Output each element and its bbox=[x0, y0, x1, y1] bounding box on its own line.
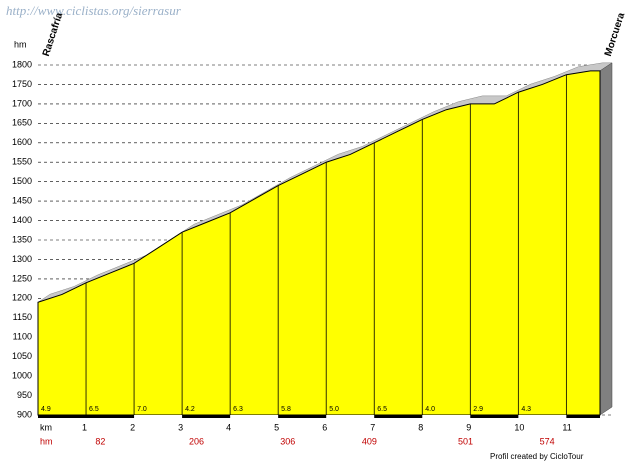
base-strip-segment bbox=[134, 415, 183, 418]
start-label: Rascafría bbox=[41, 11, 66, 58]
x-tick-label: 9 bbox=[466, 422, 471, 432]
climb-hm-label: 206 bbox=[189, 436, 204, 446]
y-tick-label: 950 bbox=[17, 390, 32, 400]
x-tick-label: 10 bbox=[514, 422, 524, 432]
climb-hm-label: 501 bbox=[458, 436, 473, 446]
gradient-label: 5.8 bbox=[281, 406, 291, 413]
y-tick-label: 1200 bbox=[12, 293, 32, 303]
gradient-label: 6.5 bbox=[89, 406, 99, 413]
x-tick-label: 4 bbox=[226, 422, 231, 432]
y-tick-label: 1750 bbox=[12, 79, 32, 89]
y-tick-label: 1300 bbox=[12, 254, 32, 264]
x-tick-label: 2 bbox=[130, 422, 135, 432]
y-tick-label: 1150 bbox=[13, 312, 32, 322]
base-strip bbox=[38, 415, 600, 418]
y-axis-label: hm bbox=[14, 39, 27, 49]
x-tick-label: 7 bbox=[370, 422, 375, 432]
gradient-label: 7.0 bbox=[137, 406, 147, 413]
y-tick-label: 1100 bbox=[13, 332, 32, 342]
gradient-label: 6.3 bbox=[233, 406, 243, 413]
url: http://www.ciclistas.org/sierrasur bbox=[6, 3, 182, 18]
y-tick-label: 1450 bbox=[12, 195, 32, 205]
x-tick-label: 11 bbox=[562, 422, 571, 432]
base-strip-segment bbox=[326, 415, 375, 418]
gradient-label: 2.9 bbox=[473, 406, 483, 413]
gradient-label: 4.0 bbox=[425, 406, 435, 413]
y-tick-label: 1800 bbox=[12, 59, 32, 69]
climb-hm-label: 82 bbox=[95, 436, 105, 446]
base-strip-segment bbox=[518, 415, 567, 418]
y-tick-label: 1600 bbox=[12, 137, 32, 147]
gradient-label: 4.3 bbox=[521, 406, 531, 413]
profile-side bbox=[599, 62, 613, 416]
end-label: Morcuera bbox=[603, 11, 628, 58]
profile-area bbox=[37, 70, 601, 416]
x-tick-label: 5 bbox=[274, 422, 279, 432]
y-tick-label: 1050 bbox=[12, 351, 32, 361]
climb-hm-label: 574 bbox=[540, 436, 555, 446]
x-tick-label: 1 bbox=[82, 422, 87, 432]
y-tick-label: 900 bbox=[17, 409, 32, 419]
y-tick-label: 1500 bbox=[12, 176, 32, 186]
x-tick-label: 3 bbox=[178, 422, 183, 432]
credit: Profil created by CicloTour bbox=[490, 452, 584, 461]
y-tick-label: 1650 bbox=[12, 118, 32, 128]
y-tick-label: 1000 bbox=[12, 370, 32, 380]
y-tick-label: 1550 bbox=[12, 157, 32, 167]
y-tick-label: 1400 bbox=[12, 215, 32, 225]
climb-hm-label: 306 bbox=[280, 436, 295, 446]
base-strip-segment bbox=[230, 415, 279, 418]
gradient-label: 4.9 bbox=[41, 406, 51, 413]
x-tick-label: 8 bbox=[418, 422, 423, 432]
y-tick-label: 1350 bbox=[12, 234, 32, 244]
y-tick-label: 1250 bbox=[12, 273, 32, 283]
climb-hm-label: 409 bbox=[362, 436, 377, 446]
y-tick-label: 1700 bbox=[12, 98, 32, 108]
gradient-label: 6.5 bbox=[377, 406, 387, 413]
hm-row-label: hm bbox=[40, 436, 53, 446]
x-tick-label: 6 bbox=[322, 422, 327, 432]
x-axis-label: km bbox=[40, 422, 52, 432]
base-strip-segment bbox=[422, 415, 471, 418]
gradient-label: 4.2 bbox=[185, 406, 195, 413]
gradient-label: 5.0 bbox=[329, 406, 339, 413]
